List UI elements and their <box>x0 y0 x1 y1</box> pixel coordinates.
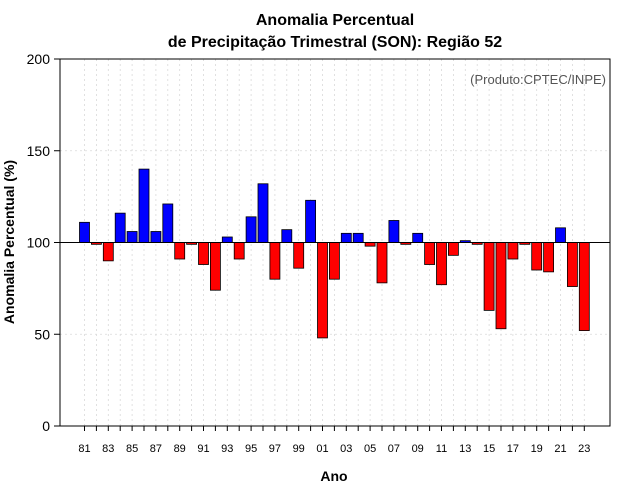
bar-1985 <box>126 231 138 243</box>
bar-2001 <box>317 242 328 339</box>
x-tick-label: 11 <box>436 443 447 455</box>
bar-1981 <box>79 221 90 243</box>
bar-2005 <box>364 242 376 247</box>
x-tick-label: 03 <box>340 443 352 455</box>
x-tick-label: 19 <box>531 443 543 455</box>
x-tick-label: 87 <box>150 443 162 455</box>
chart-title: Anomalia Percentual <box>256 12 414 29</box>
bar-1984 <box>114 212 126 243</box>
bar-2009 <box>412 232 424 243</box>
bar-2003 <box>340 232 352 243</box>
x-tick-label: 99 <box>293 443 305 455</box>
y-tick-label: 50 <box>34 326 50 342</box>
x-tick-label: 93 <box>221 443 233 455</box>
credit-label: (Produto:CPTEC/INPE) <box>470 72 606 87</box>
bar-1993 <box>221 236 233 243</box>
y-tick-label: 0 <box>42 418 50 434</box>
y-axis-title: Anomalia Percentual (%) <box>1 160 17 324</box>
x-tick-label: 91 <box>197 443 209 455</box>
y-tick-label: 150 <box>27 143 51 159</box>
x-tick-label: 15 <box>483 443 495 455</box>
x-tick-label: 17 <box>507 443 519 455</box>
bar-2002 <box>328 242 340 280</box>
bar-1997 <box>269 242 281 280</box>
x-tick-label: 13 <box>459 443 471 455</box>
x-tick-label: 05 <box>364 443 376 455</box>
bar-1988 <box>162 203 174 243</box>
chart-subtitle: de Precipitação Trimestral (SON): Região… <box>168 34 502 51</box>
y-axis: 0 50 100 150 200 <box>27 51 60 434</box>
bar-2016 <box>495 242 507 330</box>
x-tick-label: 07 <box>388 443 400 455</box>
x-tick-label: 83 <box>102 443 114 455</box>
x-axis-title: Ano <box>320 468 347 484</box>
bar-2015 <box>483 242 495 311</box>
bar-1989 <box>174 242 186 260</box>
bar-2012 <box>447 242 459 256</box>
bar-2011 <box>436 242 447 286</box>
bar-1994 <box>233 242 245 260</box>
bar-1987 <box>150 231 162 243</box>
bar-1995 <box>245 216 257 243</box>
bar-2000 <box>305 199 317 243</box>
y-tick-label: 200 <box>27 51 51 67</box>
bar-1998 <box>281 229 293 243</box>
x-axis: 81 83 85 87 89 91 93 95 97 99 01 03 05 07 09 11 13 15 17 19… <box>78 426 590 455</box>
bar-2023 <box>578 242 590 331</box>
bar-1996 <box>257 183 269 243</box>
y-tick-label: 100 <box>27 235 51 251</box>
x-tick-label: 81 <box>78 443 90 455</box>
bar-2022 <box>567 242 578 287</box>
x-tick-label: 97 <box>269 443 281 455</box>
bar-1992 <box>209 242 221 291</box>
bar-2007 <box>388 220 400 243</box>
bar-2020 <box>543 242 554 273</box>
bar-2019 <box>531 242 543 271</box>
bar-1983 <box>102 242 114 262</box>
bar-1991 <box>198 242 209 265</box>
x-tick-label: 01 <box>316 443 328 455</box>
bar-2004 <box>352 232 364 243</box>
bar-1986 <box>138 168 150 243</box>
bar-1999 <box>293 242 305 269</box>
bar-2021 <box>555 227 566 243</box>
bar-2017 <box>507 242 519 260</box>
x-tick-label: 21 <box>554 443 566 455</box>
bar-2006 <box>376 242 388 284</box>
x-tick-label: 23 <box>578 443 590 455</box>
x-tick-label: 09 <box>412 443 424 455</box>
x-tick-label: 95 <box>245 443 257 455</box>
bar-2010 <box>424 242 436 265</box>
x-tick-label: 85 <box>126 443 138 455</box>
x-tick-label: 89 <box>174 443 186 455</box>
